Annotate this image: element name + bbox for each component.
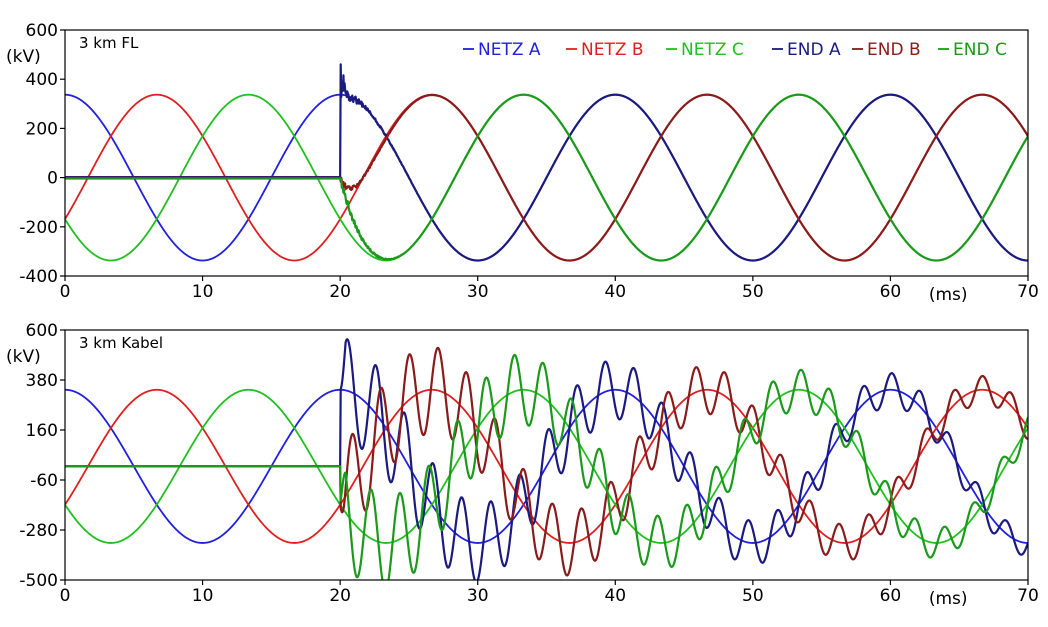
legend-item-end-c: END C (938, 40, 1007, 60)
x-unit-label: (ms) (929, 589, 968, 609)
x-tick-label: 30 (467, 282, 489, 302)
series-end-c-line (65, 93, 1028, 262)
x-tick-label: 50 (742, 586, 764, 606)
x-tick-label: 20 (329, 586, 351, 606)
y-tick-label: 400 (26, 70, 58, 90)
y-tick-label: 160 (26, 421, 58, 441)
y-tick-label: -60 (30, 471, 58, 491)
x-tick-label: 70 (1017, 586, 1039, 606)
legend-item-netz-b: NETZ B (566, 40, 644, 60)
x-unit-label: (ms) (929, 285, 968, 305)
legend: NETZ A NETZ B NETZ C END A END B END C (463, 40, 1007, 60)
y-tick-label: 600 (26, 21, 58, 41)
legend-item-end-a: END A (772, 40, 841, 60)
legend-item-end-b: END B (852, 40, 921, 60)
legend-label: NETZ C (681, 40, 744, 60)
x-tick-label: 60 (880, 282, 902, 302)
legend-label: NETZ A (478, 40, 541, 60)
x-tick-label: 10 (192, 586, 214, 606)
x-tick-label: 0 (60, 282, 71, 302)
legend-label: NETZ B (581, 40, 644, 60)
legend-label: END A (787, 40, 841, 60)
y-tick-label: 0 (47, 169, 58, 189)
y-tick-label: 380 (26, 371, 58, 391)
series-group (65, 63, 1028, 262)
series-group (65, 338, 1028, 580)
plot-frame (64, 329, 1029, 581)
y-unit-label: (kV) (6, 47, 41, 67)
x-tick-label: 40 (604, 586, 626, 606)
x-tick-label: 0 (60, 586, 71, 606)
panel-title: 3 km FL (79, 34, 139, 52)
series-end-c-line (65, 353, 1028, 580)
x-tick-label: 10 (192, 282, 214, 302)
x-tick-label: 30 (467, 586, 489, 606)
y-tick-label: 600 (26, 321, 58, 341)
series-netz-c-line (65, 388, 1028, 544)
x-tick-label: 60 (880, 586, 902, 606)
y-tick-label: -200 (19, 218, 58, 238)
legend-item-netz-a: NETZ A (463, 40, 541, 60)
legend-label: END B (867, 40, 921, 60)
x-tick-label: 20 (329, 282, 351, 302)
plot-frame (64, 29, 1029, 277)
y-tick-label: 200 (26, 119, 58, 139)
series-netz-a-line (65, 388, 1028, 544)
x-tick-label: 70 (1017, 282, 1039, 302)
panel-title: 3 km Kabel (79, 334, 163, 352)
x-tick-label: 50 (742, 282, 764, 302)
legend-item-netz-c: NETZ C (666, 40, 744, 60)
y-tick-label: -500 (19, 571, 58, 591)
y-tick-label: -280 (19, 521, 58, 541)
y-tick-label: -400 (19, 267, 58, 287)
x-tick-label: 40 (604, 282, 626, 302)
y-unit-label: (kV) (6, 347, 41, 367)
legend-label: END C (953, 40, 1007, 60)
